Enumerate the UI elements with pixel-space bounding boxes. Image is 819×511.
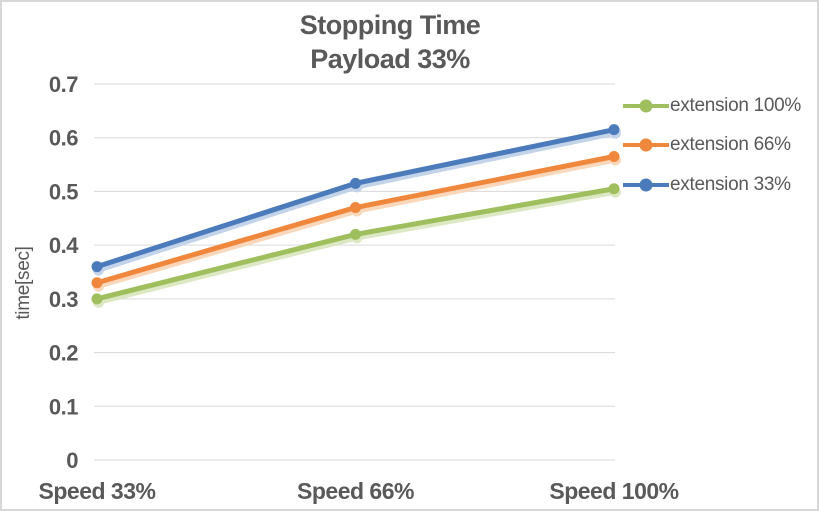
legend: extension 100% extension 66% extension 3… xyxy=(622,86,817,205)
y-tick-label: 0.4 xyxy=(49,233,79,258)
legend-marker-icon xyxy=(623,138,669,152)
y-tick-label: 0.1 xyxy=(49,394,78,419)
series-shadow-extension-66- xyxy=(93,154,621,292)
chart-title: Stopping Time Payload 33% xyxy=(92,8,688,76)
data-point-extension-100- xyxy=(608,183,620,195)
data-point-extension-66- xyxy=(350,202,361,214)
legend-marker-icon xyxy=(623,99,669,113)
chart-title-line1: Stopping Time xyxy=(299,10,481,40)
legend-item-extension-33: extension 33% xyxy=(622,165,817,205)
x-axis-label: Speed 33% xyxy=(39,478,156,504)
y-tick-label: 0.2 xyxy=(49,341,78,366)
y-tick-label: 0.5 xyxy=(49,179,78,204)
legend-label: extension 33% xyxy=(670,173,791,195)
y-tick-label: 0.7 xyxy=(49,72,78,97)
y-tick-label: 0 xyxy=(66,448,78,473)
data-point-extension-100- xyxy=(91,293,103,305)
legend-marker-icon xyxy=(623,178,669,192)
legend-label: extension 66% xyxy=(670,134,791,156)
data-point-extension-33- xyxy=(350,177,361,189)
x-axis-label: Speed 100% xyxy=(549,478,678,504)
legend-item-extension-100: extension 100% xyxy=(622,86,817,126)
legend-label: extension 100% xyxy=(670,94,802,116)
chart-title-line2: Payload 33% xyxy=(310,44,470,74)
y-tick-label: 0.3 xyxy=(49,287,78,312)
data-point-extension-66- xyxy=(608,151,620,163)
y-tick-label: 0.6 xyxy=(49,126,78,151)
data-point-extension-33- xyxy=(608,124,620,136)
data-point-extension-33- xyxy=(91,261,103,273)
x-axis-label: Speed 66% xyxy=(297,478,414,504)
legend-item-extension-66: extension 66% xyxy=(622,126,817,166)
data-point-extension-66- xyxy=(91,277,103,289)
data-point-extension-100- xyxy=(350,228,361,240)
